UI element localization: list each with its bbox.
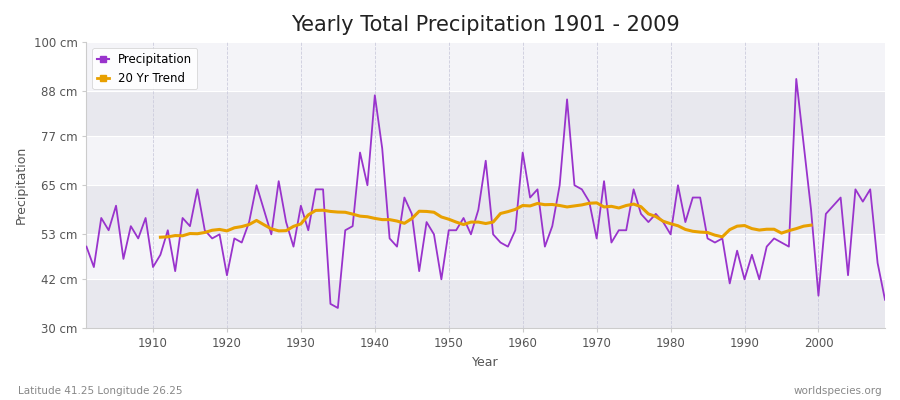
Bar [86,91,885,136]
Bar [86,136,885,185]
Legend: Precipitation, 20 Yr Trend: Precipitation, 20 Yr Trend [93,48,197,89]
Text: Latitude 41.25 Longitude 26.25: Latitude 41.25 Longitude 26.25 [18,386,183,396]
Bar [86,42,885,91]
Y-axis label: Precipitation: Precipitation [15,146,28,224]
X-axis label: Year: Year [472,356,499,369]
Bar [86,234,885,279]
Bar [86,185,885,234]
Text: worldspecies.org: worldspecies.org [794,386,882,396]
Bar [86,279,885,328]
Title: Yearly Total Precipitation 1901 - 2009: Yearly Total Precipitation 1901 - 2009 [292,15,680,35]
